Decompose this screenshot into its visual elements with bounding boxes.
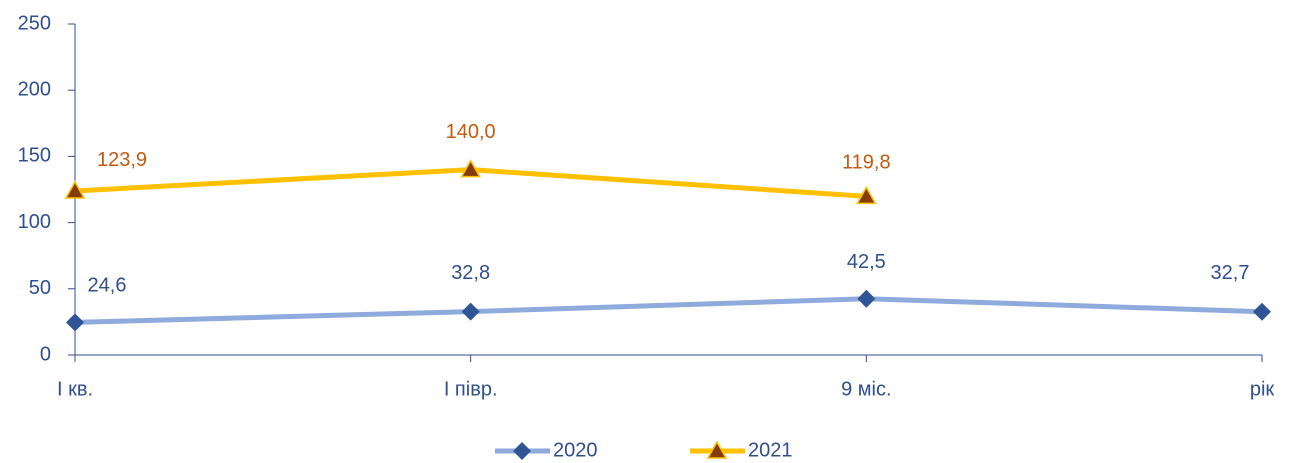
data-label: 32,7 (1211, 262, 1250, 284)
point (856, 185, 877, 205)
y-tick-label: 200 (18, 78, 51, 100)
y-tick-label: 100 (18, 211, 51, 233)
x-tick-label: рік (1250, 378, 1275, 400)
x-tick-label: I кв. (57, 378, 93, 400)
x-tick-label: I півр. (444, 378, 498, 400)
y-tick-label: 50 (29, 277, 51, 299)
data-label: 140,0 (446, 121, 496, 143)
point (64, 180, 86, 199)
data-label: 123,9 (97, 149, 147, 171)
point (1253, 302, 1271, 321)
point (461, 302, 480, 321)
data-label: 32,8 (451, 262, 490, 284)
series-line (74, 296, 1263, 325)
legend-label: 2021 (748, 439, 793, 461)
x-tick-label: 9 міс. (841, 378, 891, 400)
data-label: 42,5 (847, 251, 886, 273)
legend-marker (513, 442, 531, 460)
data-label: 24,6 (88, 275, 127, 297)
y-tick-label: 250 (18, 12, 51, 34)
y-tick-label: 0 (40, 343, 51, 365)
data-label: 119,8 (842, 152, 891, 174)
point (460, 159, 481, 178)
point (857, 289, 876, 308)
point (66, 313, 84, 332)
legend-marker (706, 440, 728, 459)
legend-label: 2020 (553, 439, 598, 461)
y-tick-label: 150 (18, 145, 51, 167)
